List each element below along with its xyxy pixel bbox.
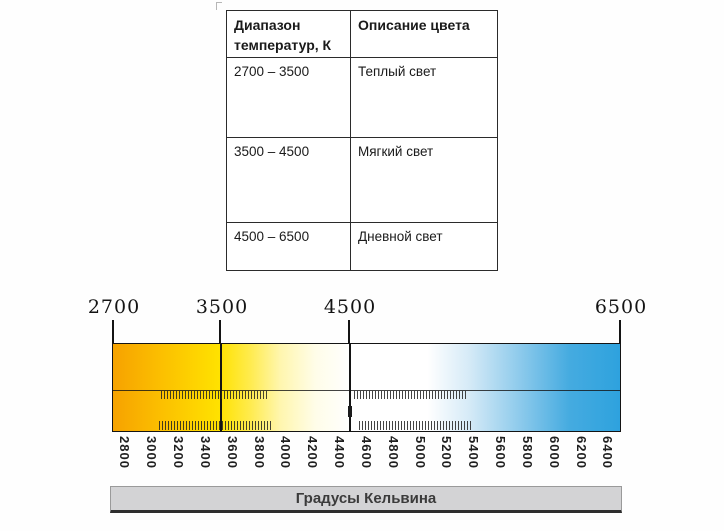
scale-bottom-label: 3600 bbox=[225, 436, 240, 469]
table-row: 3500 – 4500 Мягкий свет bbox=[226, 137, 498, 223]
temperature-table: Диапазон температур, К Описание цвета 27… bbox=[226, 10, 498, 271]
ruler-ticks bbox=[159, 421, 271, 430]
description-cell: Дневной свет bbox=[350, 222, 498, 271]
header-description: Описание цвета bbox=[350, 10, 498, 58]
ruler-ticks bbox=[354, 391, 466, 399]
bar-line-mark bbox=[348, 406, 352, 417]
scale-bottom-label: 4400 bbox=[332, 436, 347, 469]
scale-bottom-label: 6200 bbox=[574, 436, 589, 469]
bar-line-4500 bbox=[349, 344, 351, 431]
ruler-ticks bbox=[161, 391, 269, 399]
scale-top-label: 3500 bbox=[195, 296, 249, 318]
scale-bottom-label: 6000 bbox=[547, 436, 562, 469]
scale-bottom-label: 3000 bbox=[144, 436, 159, 469]
scale-bottom-label: 2800 bbox=[117, 436, 132, 469]
scale-top-label: 2700 bbox=[87, 296, 141, 318]
range-cell: 2700 – 3500 bbox=[226, 57, 351, 138]
ruler-ticks bbox=[359, 421, 471, 430]
scale-bottom-label: 4000 bbox=[278, 436, 293, 469]
scale-tick bbox=[112, 320, 114, 344]
table-header-row: Диапазон температур, К Описание цвета bbox=[226, 10, 498, 58]
table-row: 4500 – 6500 Дневной свет bbox=[226, 222, 498, 271]
range-cell: 4500 – 6500 bbox=[226, 222, 351, 271]
table-row: 2700 – 3500 Теплый свет bbox=[226, 57, 498, 138]
scale-tick bbox=[348, 320, 350, 344]
bar-middle-line bbox=[113, 390, 620, 391]
range-cell: 3500 – 4500 bbox=[226, 137, 351, 223]
scale-bottom-label: 6400 bbox=[600, 436, 615, 469]
scale-tick bbox=[219, 320, 221, 344]
scale-bottom-label: 5200 bbox=[439, 436, 454, 469]
kelvin-caption-bar: Градусы Кельвина bbox=[110, 486, 622, 513]
scale-bottom-label: 5600 bbox=[493, 436, 508, 469]
bar-line-3500 bbox=[220, 344, 222, 431]
scale-tick bbox=[619, 320, 621, 344]
color-temperature-bar bbox=[112, 343, 621, 432]
scan-artifact bbox=[216, 2, 222, 10]
scale-bottom-label: 3400 bbox=[198, 436, 213, 469]
scale-bottom-label: 3800 bbox=[252, 436, 267, 469]
scale-bottom-label: 5400 bbox=[466, 436, 481, 469]
scale-bottom-label: 4200 bbox=[305, 436, 320, 469]
scale-top-label: 6500 bbox=[594, 296, 648, 318]
scale-top-label: 4500 bbox=[323, 296, 377, 318]
scale-bottom-label: 5800 bbox=[520, 436, 535, 469]
kelvin-caption-label: Градусы Кельвина bbox=[295, 490, 437, 507]
header-range: Диапазон температур, К bbox=[226, 10, 351, 58]
description-cell: Теплый свет bbox=[350, 57, 498, 138]
description-cell: Мягкий свет bbox=[350, 137, 498, 223]
scale-bottom-label: 4600 bbox=[359, 436, 374, 469]
scale-bottom-label: 3200 bbox=[171, 436, 186, 469]
scale-bottom-label: 4800 bbox=[386, 436, 401, 469]
scale-bottom-label: 5000 bbox=[413, 436, 428, 469]
